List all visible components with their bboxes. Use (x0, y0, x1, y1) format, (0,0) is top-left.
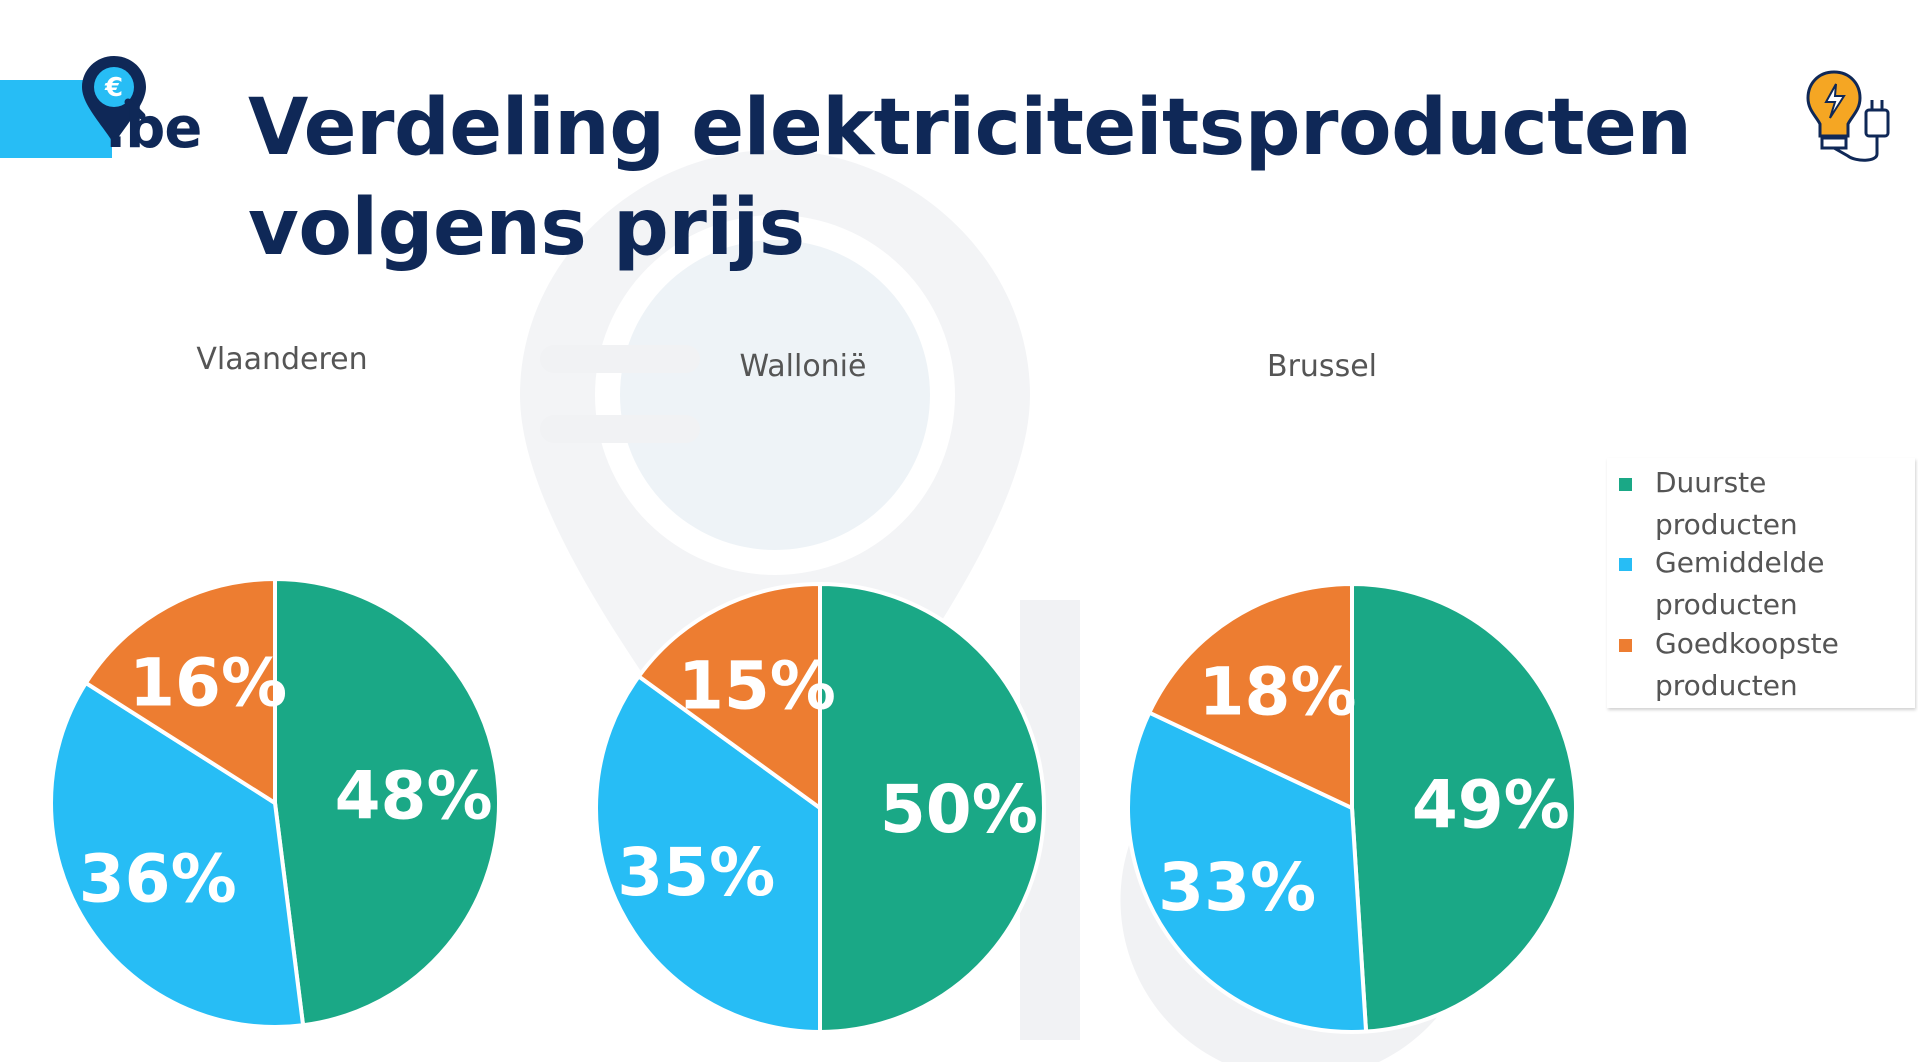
logo-text: .be (105, 96, 202, 161)
title-line-2: volgens prijs (248, 183, 805, 273)
pie-label-brussel-duurste: 49% (1412, 767, 1570, 844)
pie-label-vlaanderen-gemiddelde: 36% (79, 840, 237, 917)
chart-title-vlaanderen: Vlaanderen (196, 342, 368, 377)
legend-label-goedkoopste: Goedkoopste producten (1655, 627, 1839, 702)
chart-legend: Duurste producten Gemiddelde producten G… (1607, 458, 1915, 708)
pie-slice-vlaanderen-duurste (273, 577, 501, 1028)
pie-slice-brussel-gemiddelde (1126, 710, 1369, 1034)
legend-swatch-duurste (1619, 478, 1632, 491)
pie-label-vlaanderen-goedkoopste: 16% (129, 644, 287, 721)
pie-label-wallonie-gemiddelde: 35% (617, 834, 775, 911)
pie-label-vlaanderen-duurste: 48% (335, 757, 493, 834)
legend-label-gemiddelde: Gemiddelde producten (1655, 546, 1825, 621)
page-title: Verdeling elektriciteitsproducten volgen… (248, 78, 1698, 278)
pie-wallonie: 50% 35% 15% (594, 582, 1046, 1034)
lightbulb-plug-icon (1806, 70, 1890, 162)
title-line-1: Verdeling elektriciteitsproducten (248, 83, 1692, 173)
chart-title-brussel: Brussel (1267, 349, 1377, 384)
pie-label-brussel-goedkoopste: 18% (1199, 654, 1357, 731)
pie-slice-brussel-goedkoopste (1147, 582, 1354, 810)
pie-label-wallonie-goedkoopste: 15% (678, 647, 836, 724)
pie-slice-brussel-duurste (1350, 582, 1578, 1034)
legend-label-duurste: Duurste producten (1655, 466, 1798, 541)
euro-magnifier-pin-icon: € (82, 56, 146, 144)
pie-label-wallonie-duurste: 50% (880, 771, 1038, 848)
svg-text:€: € (104, 73, 123, 103)
pie-slice-wallonie-gemiddelde (594, 674, 822, 1034)
chart-title-wallonie: Wallonië (739, 349, 867, 384)
pie-label-brussel-gemiddelde: 33% (1158, 849, 1316, 926)
legend-swatch-goedkoopste (1619, 639, 1632, 652)
pie-slice-wallonie-duurste (818, 582, 1046, 1034)
pie-slice-vlaanderen-gemiddelde (49, 680, 306, 1029)
pie-brussel: 49% 33% 18% (1126, 582, 1578, 1034)
pie-slice-wallonie-goedkoopste (636, 582, 822, 810)
pie-vlaanderen: 48% 36% 16% (49, 577, 501, 1029)
legend-swatch-gemiddelde (1619, 558, 1632, 571)
pie-slice-vlaanderen-goedkoopste (83, 577, 277, 805)
